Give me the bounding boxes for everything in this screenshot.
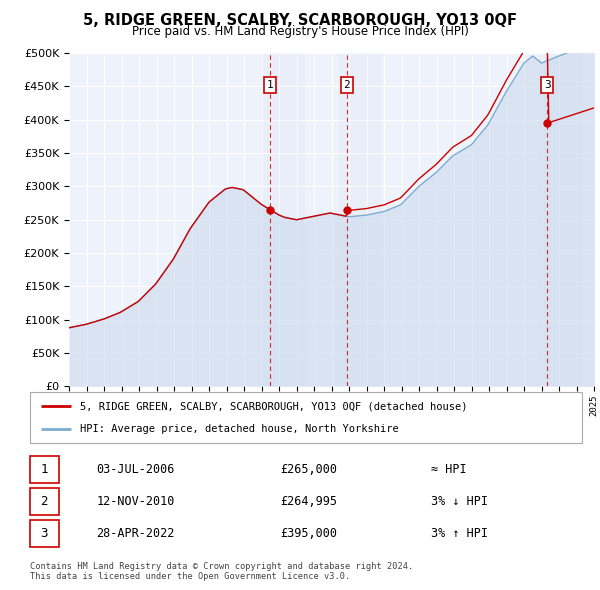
Text: 5, RIDGE GREEN, SCALBY, SCARBOROUGH, YO13 0QF (detached house): 5, RIDGE GREEN, SCALBY, SCARBOROUGH, YO1… [80, 401, 467, 411]
FancyBboxPatch shape [30, 392, 582, 442]
Bar [539, 53, 582, 386]
Text: Contains HM Land Registry data © Crown copyright and database right 2024.: Contains HM Land Registry data © Crown c… [30, 562, 413, 571]
Text: £264,995: £264,995 [281, 495, 338, 508]
Text: ≈ HPI: ≈ HPI [431, 463, 467, 476]
Text: £265,000: £265,000 [281, 463, 338, 476]
Bar [338, 53, 382, 386]
Text: £395,000: £395,000 [281, 527, 338, 540]
Text: 3: 3 [544, 80, 551, 90]
Text: 1: 1 [40, 463, 48, 476]
Text: 28-APR-2022: 28-APR-2022 [97, 527, 175, 540]
Text: 2: 2 [343, 80, 350, 90]
Text: 3% ↓ HPI: 3% ↓ HPI [431, 495, 488, 508]
Text: 12-NOV-2010: 12-NOV-2010 [97, 495, 175, 508]
Bar [262, 53, 305, 386]
Text: 3% ↑ HPI: 3% ↑ HPI [431, 527, 488, 540]
Text: 2: 2 [40, 495, 48, 508]
FancyBboxPatch shape [29, 456, 59, 483]
FancyBboxPatch shape [29, 520, 59, 547]
Text: 03-JUL-2006: 03-JUL-2006 [97, 463, 175, 476]
Text: HPI: Average price, detached house, North Yorkshire: HPI: Average price, detached house, Nort… [80, 424, 398, 434]
Text: 3: 3 [40, 527, 48, 540]
FancyBboxPatch shape [29, 488, 59, 515]
Text: Price paid vs. HM Land Registry's House Price Index (HPI): Price paid vs. HM Land Registry's House … [131, 25, 469, 38]
Text: 5, RIDGE GREEN, SCALBY, SCARBOROUGH, YO13 0QF: 5, RIDGE GREEN, SCALBY, SCARBOROUGH, YO1… [83, 13, 517, 28]
Text: 1: 1 [267, 80, 274, 90]
Text: This data is licensed under the Open Government Licence v3.0.: This data is licensed under the Open Gov… [30, 572, 350, 581]
